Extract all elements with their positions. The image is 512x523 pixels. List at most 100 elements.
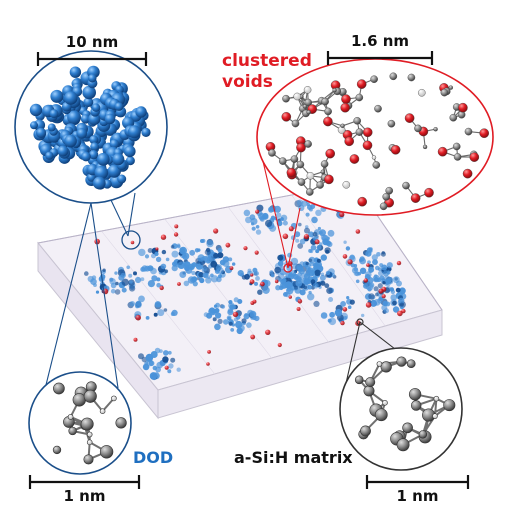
void-sphere [397,311,403,317]
matrix-inset-atom [409,388,421,400]
void-atom-gray [356,94,363,101]
dod-sphere [251,222,254,225]
dod-sphere [96,291,99,294]
dod-sphere [265,220,272,227]
void-sphere [255,210,259,214]
dod-sphere [171,245,175,249]
dod-sphere [308,291,311,294]
dod-sphere [156,257,161,262]
void-atom-gray [325,108,332,115]
dod-sphere [138,249,145,256]
matrix-inset-atom [383,400,388,405]
void-sphere [250,279,255,284]
void-atom-gray [453,143,460,150]
void-atom-gray [294,93,301,100]
dod-sphere [223,260,230,267]
inset-matrix-atoms [340,348,462,470]
dod-sphere [149,355,153,359]
dod-sphere [129,280,132,283]
dod-cluster-sphere [105,114,116,125]
dod-cluster-sphere [141,128,150,137]
dod-sphere [376,252,381,257]
matrix-inset-atom [381,362,392,373]
dod-sphere [200,239,204,243]
void-atom-red [405,114,414,123]
dod-cluster-sphere [30,121,38,129]
dod-sphere [321,312,328,319]
dod-sphere [192,276,198,282]
void-atom-gray [354,117,361,124]
void-atom-gray [386,187,393,194]
dod-sphere [163,350,169,356]
dod-sphere [140,267,145,272]
dod-inset-atom [73,393,86,406]
void-atom-gray [371,76,378,83]
dod-cluster-sphere [135,106,146,117]
dod-sphere [228,257,232,261]
dod-sphere [346,246,350,250]
void-atom-red [363,128,372,137]
void-sphere [283,234,289,240]
void-sphere [289,226,294,231]
dod-sphere [227,317,231,321]
dod-sphere [278,261,284,267]
dod-sphere [311,272,315,276]
void-sphere [356,229,361,234]
void-atom-gray [282,95,289,102]
dod-sphere [306,213,310,217]
dod-sphere [100,274,105,279]
void-sphere [343,254,348,259]
void-atom-gray [341,124,345,128]
dod-sphere [378,283,383,288]
void-sphere [265,330,270,335]
dod-sphere [262,213,268,219]
matrix-inset-atom [434,396,439,401]
matrix-inset-atom [411,401,421,411]
clustered-voids-label-line2: voids [222,72,273,93]
matrix-inset-atom [375,409,387,421]
dod-sphere [383,301,388,306]
dod-sphere [320,275,326,281]
dod-cluster-sphere [92,104,100,112]
void-sphere [161,235,166,240]
dod-inset-atom [100,445,113,458]
dod-cluster-sphere [36,128,46,138]
dod-sphere [367,287,371,291]
dod-sphere [250,311,257,318]
dod-sphere [321,254,327,260]
dod-sphere [256,225,260,229]
void-atom-gray [304,86,311,93]
dod-sphere [360,268,366,274]
dod-sphere [161,264,167,270]
void-sphere [304,234,309,239]
dod-sphere [184,255,187,258]
dod-sphere [396,288,401,293]
dod-sphere [350,300,355,305]
void-sphere [382,294,386,298]
dod-sphere [250,214,256,220]
void-sphere [255,251,259,255]
dod-sphere [314,270,320,276]
void-sphere [226,243,231,248]
dod-sphere [310,250,314,254]
dod-sphere [307,285,312,290]
dod-sphere [172,265,178,271]
dod-sphere [177,245,181,249]
dod-sphere [215,308,220,313]
dod-sphere [340,301,346,307]
void-atom-red [470,153,479,162]
void-sphere [207,350,211,354]
dod-sphere [204,312,209,317]
dod-sphere [311,217,318,224]
dod-sphere [188,264,195,271]
dod-sphere [298,272,302,276]
dod-sphere [129,285,135,291]
dod-sphere [109,278,113,282]
void-atom-gray [418,89,425,96]
dod-sphere [162,250,166,254]
void-atom-red [463,169,472,178]
dod-sphere [171,312,175,316]
matrix-inset-atom [360,426,370,436]
clustered-voids-label-line1: clustered [222,51,312,72]
dod-sphere [151,275,157,281]
